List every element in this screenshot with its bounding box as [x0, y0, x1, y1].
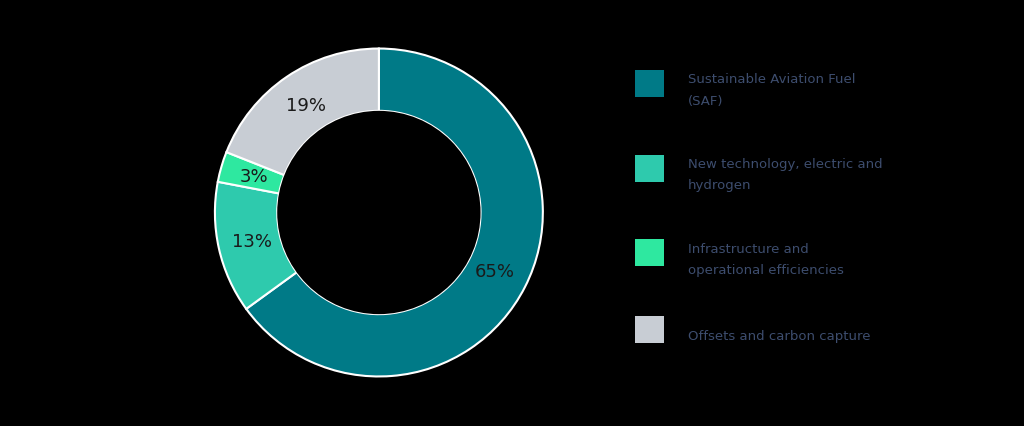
Wedge shape [246, 49, 543, 377]
Wedge shape [218, 153, 285, 194]
Text: Offsets and carbon capture: Offsets and carbon capture [688, 329, 870, 342]
Text: Sustainable Aviation Fuel: Sustainable Aviation Fuel [688, 73, 856, 86]
Text: 13%: 13% [232, 232, 272, 250]
Text: (SAF): (SAF) [688, 95, 724, 107]
FancyBboxPatch shape [635, 317, 664, 343]
Text: 65%: 65% [474, 263, 514, 281]
Text: operational efficiencies: operational efficiencies [688, 263, 844, 276]
Text: New technology, electric and: New technology, electric and [688, 158, 883, 170]
Text: hydrogen: hydrogen [688, 179, 752, 192]
FancyBboxPatch shape [635, 155, 664, 182]
Wedge shape [215, 182, 297, 309]
Text: Infrastructure and: Infrastructure and [688, 242, 809, 255]
Text: 3%: 3% [241, 168, 269, 186]
FancyBboxPatch shape [635, 71, 664, 98]
FancyBboxPatch shape [635, 240, 664, 267]
Text: 19%: 19% [286, 97, 326, 115]
Circle shape [278, 112, 480, 314]
Wedge shape [226, 49, 379, 176]
